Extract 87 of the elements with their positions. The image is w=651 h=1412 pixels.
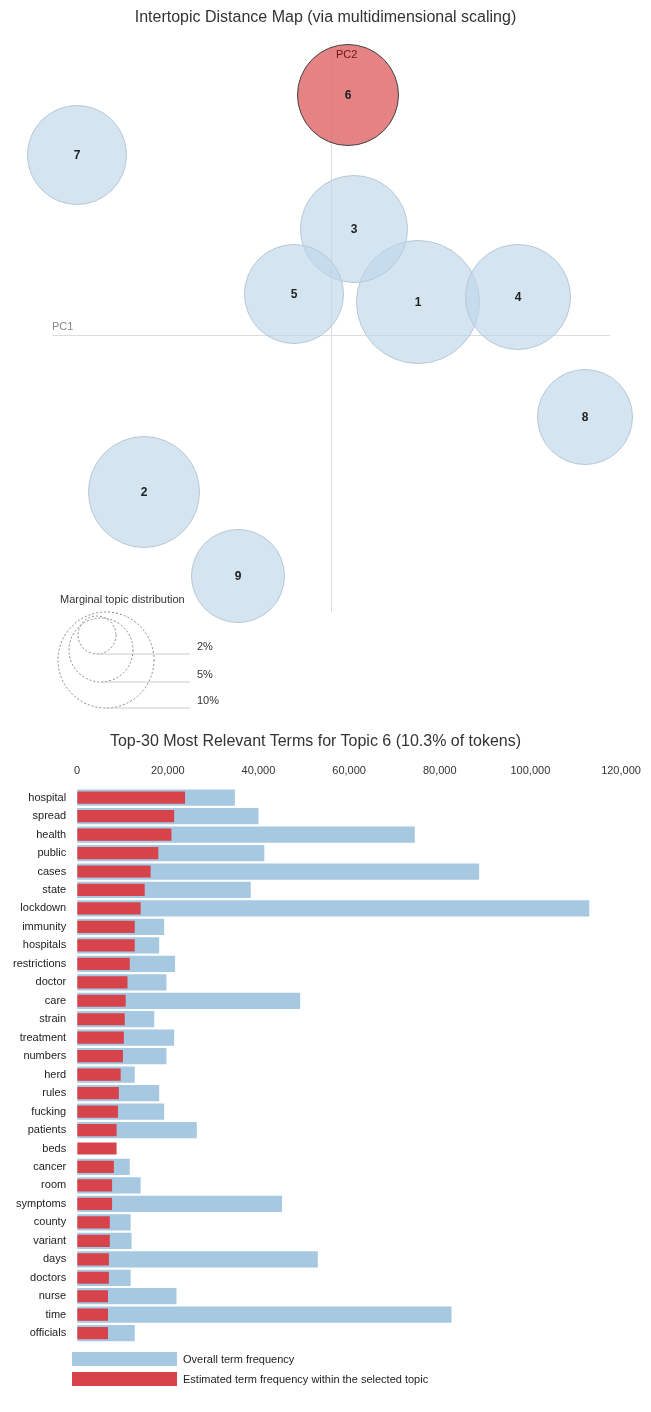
y-tick-label: doctors: [30, 1270, 67, 1283]
y-tick-label: state: [42, 883, 67, 895]
y-tick-label: doctor: [35, 975, 67, 988]
y-tick-label: officials: [29, 1326, 67, 1339]
bar: [77, 1123, 117, 1137]
bar: [77, 810, 175, 823]
bar: [77, 1216, 110, 1229]
bar: [77, 939, 135, 952]
bar: [77, 1251, 318, 1268]
text: Intertopic Distance Map (via multidimensional scaling): [133, 7, 518, 26]
bar: [77, 1290, 108, 1303]
bar: [77, 957, 130, 970]
y-tick-label: variant: [33, 1233, 67, 1246]
y-tick-label: herd: [44, 1067, 67, 1080]
y-tick-label: health: [36, 827, 67, 840]
y-tick-label: beds: [42, 1141, 67, 1154]
y-tick-label: nurse: [38, 1289, 67, 1302]
bar: [77, 1197, 113, 1210]
y-tick-label: numbers: [23, 1049, 67, 1062]
bar: [77, 1087, 119, 1100]
bar: [77, 1234, 110, 1247]
circle: 7: [27, 105, 127, 205]
y-tick-label: patients: [27, 1123, 67, 1136]
y-tick-label: fucking: [31, 1104, 67, 1117]
text: 10%: [197, 694, 220, 706]
bar: [77, 865, 151, 878]
legend-title: Marginal topic distribution: [60, 593, 185, 605]
bar: [77, 1271, 109, 1284]
y-tick-label: hospitals: [22, 938, 67, 951]
bar: [77, 994, 126, 1007]
y-tick-label: treatment: [19, 1030, 67, 1043]
y-tick-label: rules: [42, 1086, 67, 1099]
bar: [77, 1013, 125, 1026]
circle: 5: [244, 244, 344, 344]
x-tick-label: 80,000: [422, 763, 457, 776]
y-tick-label: strain: [39, 1012, 67, 1025]
bar: [77, 1050, 123, 1063]
bar: [77, 791, 186, 804]
circle: 9: [191, 529, 285, 623]
circle: 8: [537, 369, 633, 465]
bar: [77, 1306, 452, 1323]
bar: [77, 920, 135, 933]
circle: 3: [300, 175, 408, 283]
bar: [77, 900, 590, 917]
bar: [77, 828, 172, 841]
chart-title: Top-30 Most Relevant Terms for Topic 6 (10.3% of tokens): [109, 732, 522, 750]
bar: [77, 976, 128, 989]
y-tick-label: time: [45, 1307, 67, 1320]
text: PC2: [336, 48, 358, 60]
bar: [77, 1031, 124, 1044]
bar: [77, 1308, 108, 1321]
y-tick-label: restrictions: [12, 956, 67, 969]
x-tick-label: 120,000: [601, 763, 641, 776]
y-tick-label: cases: [37, 864, 67, 877]
bar: [77, 1105, 118, 1118]
text: Estimated term frequency within the selected topic: [183, 1373, 429, 1385]
y-tick-label: days: [42, 1252, 67, 1265]
circle: 2: [88, 436, 200, 548]
bar: [77, 1160, 114, 1174]
y-tick-label: symptoms: [16, 1196, 67, 1209]
x-tick-label: 0: [74, 763, 81, 776]
y-tick-label: cancer: [33, 1160, 67, 1172]
x-tick-label: 100,000: [510, 763, 551, 776]
bar: [77, 1179, 113, 1192]
bar: [77, 1068, 121, 1081]
y-tick-label: public: [37, 846, 67, 859]
bar: [77, 846, 159, 860]
text: PC1: [52, 320, 74, 332]
y-tick-label: immunity: [22, 919, 67, 932]
bar: [77, 883, 145, 897]
text: Overall term frequency: [183, 1353, 295, 1365]
text: 5%: [197, 668, 213, 680]
y-tick-label: care: [44, 993, 67, 1006]
bar: [77, 1327, 108, 1340]
bar: [77, 902, 141, 915]
x-tick-label: 40,000: [241, 763, 276, 776]
text: 2%: [197, 640, 213, 652]
y-tick-label: hospital: [28, 790, 67, 803]
y-tick-label: county: [33, 1215, 67, 1228]
x-tick-label: 60,000: [332, 763, 366, 776]
circle: 4: [465, 244, 571, 350]
bar: [77, 1142, 117, 1155]
x-tick-label: 20,000: [150, 763, 185, 776]
y-tick-label: lockdown: [20, 901, 67, 914]
y-tick-label: spread: [32, 809, 67, 822]
y-tick-label: room: [41, 1178, 67, 1191]
bar: [77, 1253, 109, 1266]
